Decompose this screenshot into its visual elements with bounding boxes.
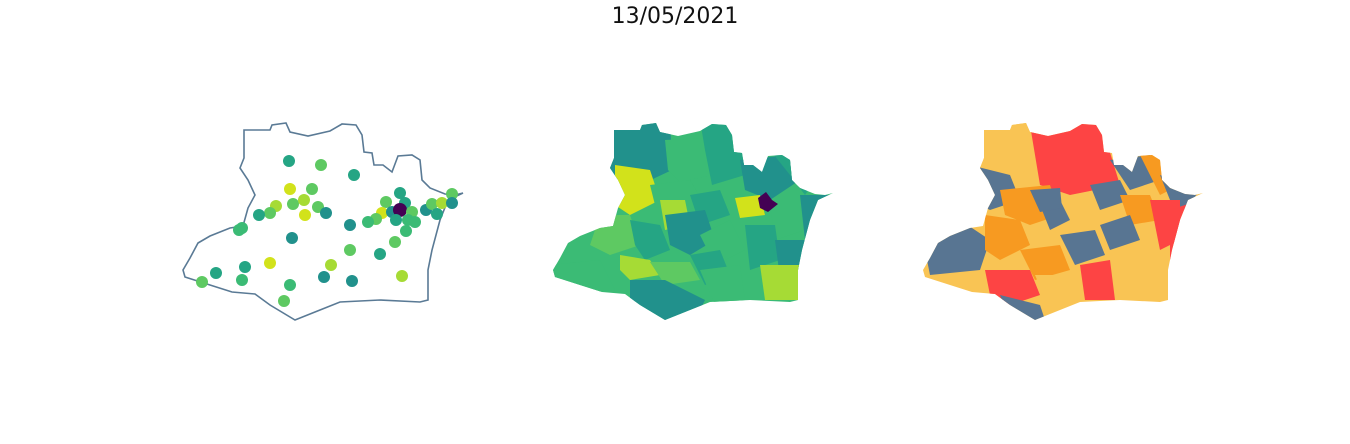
region xyxy=(630,220,670,260)
point xyxy=(284,279,296,291)
point xyxy=(233,224,245,236)
state-outline xyxy=(182,122,464,321)
municipality-points xyxy=(196,155,458,307)
point xyxy=(239,261,251,273)
point xyxy=(389,236,401,248)
point xyxy=(320,207,332,219)
region xyxy=(630,280,705,320)
region xyxy=(1030,123,1120,195)
point xyxy=(346,275,358,287)
region xyxy=(1080,260,1115,300)
point xyxy=(446,197,458,209)
viridis-choropleth xyxy=(553,123,833,320)
point xyxy=(362,216,374,228)
point xyxy=(400,225,412,237)
capital-region xyxy=(758,192,778,212)
point xyxy=(436,197,448,209)
region xyxy=(665,210,715,255)
region xyxy=(700,265,745,305)
point xyxy=(426,198,438,210)
point xyxy=(298,194,310,206)
point xyxy=(344,244,356,256)
point xyxy=(278,295,290,307)
point xyxy=(393,203,407,217)
region xyxy=(1100,215,1140,250)
region xyxy=(745,225,780,270)
region xyxy=(770,205,805,240)
point xyxy=(253,209,265,221)
region xyxy=(1090,180,1130,210)
point xyxy=(380,196,392,208)
points-map xyxy=(182,122,464,321)
region xyxy=(615,165,660,215)
point xyxy=(348,169,360,181)
figure-title: 13/05/2021 xyxy=(611,4,739,29)
region xyxy=(1060,230,1105,265)
region xyxy=(650,262,700,285)
region xyxy=(665,138,712,182)
point xyxy=(409,216,421,228)
point xyxy=(287,198,299,210)
region xyxy=(985,215,1030,260)
point xyxy=(396,270,408,282)
point xyxy=(431,208,443,220)
point xyxy=(374,248,386,260)
point xyxy=(210,267,222,279)
region xyxy=(760,265,800,300)
point xyxy=(264,207,276,219)
point xyxy=(264,257,276,269)
point xyxy=(196,276,208,288)
point xyxy=(284,183,296,195)
region xyxy=(1030,188,1062,212)
region xyxy=(735,195,765,218)
point xyxy=(306,183,318,195)
region xyxy=(985,270,1040,305)
point xyxy=(390,214,402,226)
risk-choropleth xyxy=(923,123,1203,320)
region xyxy=(800,195,830,240)
region xyxy=(620,255,660,280)
point xyxy=(344,219,356,231)
point xyxy=(283,155,295,167)
point xyxy=(318,271,330,283)
point xyxy=(299,209,311,221)
region xyxy=(1020,245,1070,280)
point xyxy=(236,274,248,286)
region xyxy=(1170,200,1200,270)
point xyxy=(325,259,337,271)
point xyxy=(315,159,327,171)
point xyxy=(394,187,406,199)
region xyxy=(1035,275,1080,310)
point xyxy=(446,188,458,200)
point xyxy=(286,232,298,244)
region xyxy=(975,123,1045,180)
